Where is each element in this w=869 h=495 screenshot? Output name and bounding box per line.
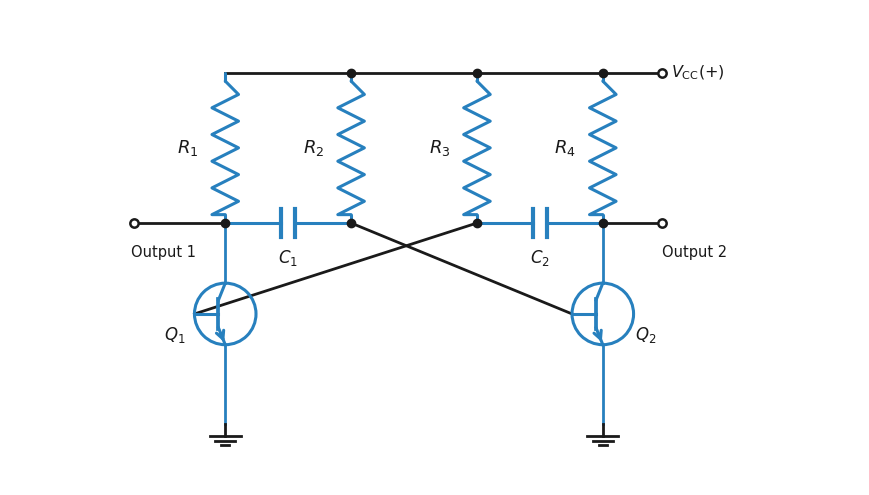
Text: Output 2: Output 2 (661, 246, 726, 260)
Text: Output 1: Output 1 (130, 246, 196, 260)
Text: $Q_1$: $Q_1$ (164, 325, 185, 345)
Text: $R_1$: $R_1$ (177, 138, 198, 158)
Text: $C_1$: $C_1$ (278, 248, 298, 267)
Text: $C_2$: $C_2$ (529, 248, 549, 267)
Text: $R_4$: $R_4$ (554, 138, 575, 158)
Text: $V_{\mathrm{CC}}(+)$: $V_{\mathrm{CC}}(+)$ (671, 63, 724, 82)
Text: $R_3$: $R_3$ (428, 138, 450, 158)
Text: $R_2$: $R_2$ (303, 138, 324, 158)
Text: $Q_2$: $Q_2$ (634, 325, 656, 345)
